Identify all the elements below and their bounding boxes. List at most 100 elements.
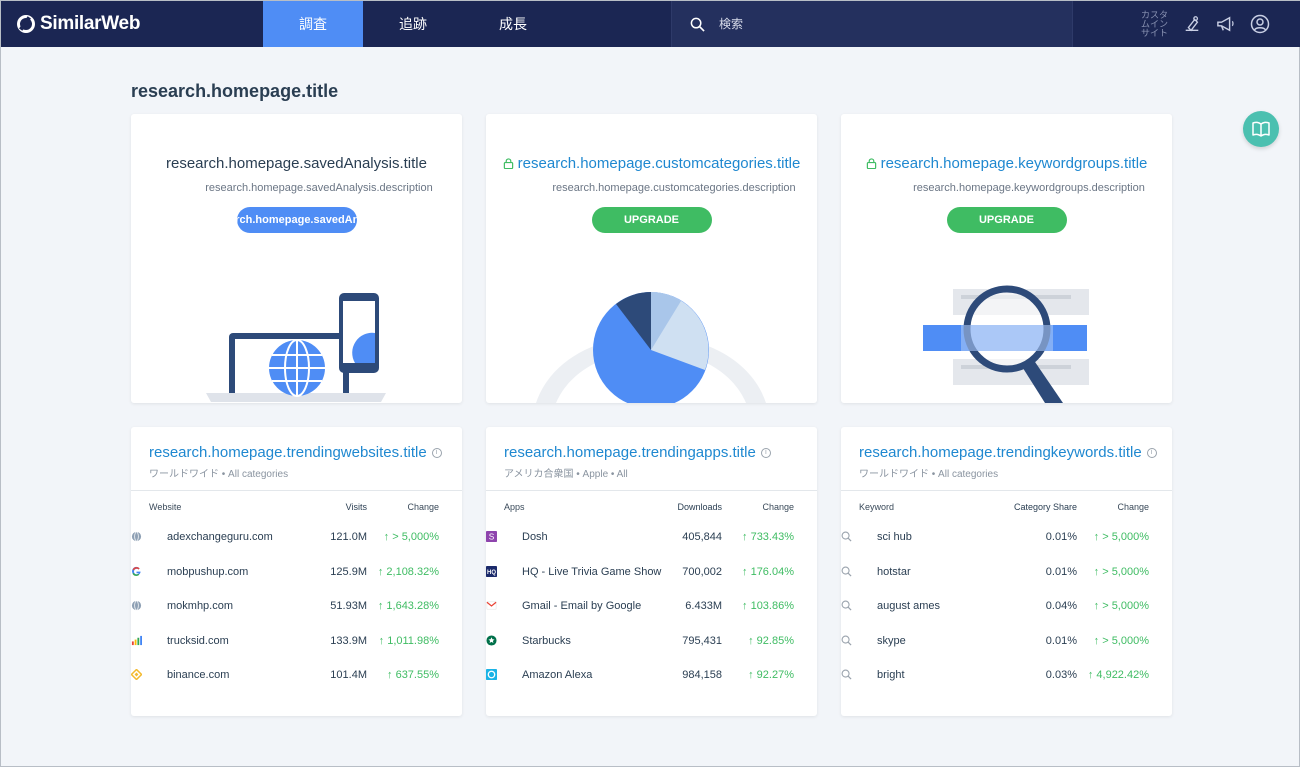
row-value: 0.01%	[1045, 566, 1077, 578]
table-row[interactable]: skype 0.01% ↑ > 5,000%	[841, 635, 1172, 655]
search-icon	[841, 566, 852, 577]
dosh-icon: S	[486, 531, 497, 542]
row-name[interactable]: mobpushup.com	[167, 566, 249, 578]
row-name[interactable]: hotstar	[877, 566, 911, 578]
trending-apps-title[interactable]: research.homepage.trendingapps.title	[504, 444, 756, 461]
row-change: ↑ 1,643.28%	[377, 600, 439, 612]
custom-insight-icon[interactable]	[1175, 1, 1209, 47]
header-downloads: Downloads	[677, 502, 722, 512]
table-row[interactable]: binance.com 101.4M ↑ 637.55%	[131, 668, 462, 689]
user-account-icon[interactable]	[1243, 1, 1277, 47]
row-change: ↑ 92.27%	[748, 669, 794, 681]
custom-categories-description: research.homepage.customcategories.descr…	[552, 182, 796, 194]
row-value: 0.04%	[1045, 600, 1077, 612]
row-name[interactable]: adexchangeguru.com	[167, 531, 273, 543]
keyword-groups-title[interactable]: research.homepage.keywordgroups.title	[880, 155, 1148, 172]
tab-research[interactable]: 調査	[263, 1, 363, 47]
custom-categories-upgrade-button[interactable]: UPGRADE	[591, 207, 712, 233]
row-value: 0.01%	[1045, 635, 1077, 647]
row-change: ↑ 733.43%	[742, 531, 794, 543]
header-keyword: Keyword	[859, 502, 895, 512]
table-row[interactable]: Starbucks 795,431 ↑ 92.85%	[486, 635, 817, 655]
row-name[interactable]: Gmail - Email by Google	[522, 600, 642, 612]
custom-categories-title[interactable]: research.homepage.customcategories.title	[517, 155, 801, 172]
table-row[interactable]: S Dosh 405,844 ↑ 733.43%	[486, 531, 817, 551]
table-row[interactable]: hotstar 0.01% ↑ > 5,000%	[841, 566, 1172, 586]
row-name[interactable]: mokmhp.com	[167, 600, 234, 612]
table-row[interactable]: Amazon Alexa 984,158 ↑ 92.27%	[486, 669, 817, 689]
row-value: 125.9M	[330, 566, 367, 578]
table-row[interactable]: august ames 0.04% ↑ > 5,000%	[841, 600, 1172, 620]
header-change: Change	[1117, 502, 1149, 512]
book-icon	[1252, 121, 1270, 137]
keyword-groups-upgrade-button[interactable]: UPGRADE	[946, 207, 1067, 233]
trending-keywords-card: research.homepage.trendingkeywords.title…	[841, 427, 1172, 716]
table-row[interactable]: sci hub 0.01% ↑ > 5,000%	[841, 531, 1172, 551]
search-icon	[841, 669, 852, 680]
row-value: 101.4M	[330, 669, 367, 681]
similarweb-logo-icon	[17, 15, 35, 33]
row-name[interactable]: bright	[877, 669, 905, 681]
similarweb-logo[interactable]: SimilarWeb	[1, 1, 263, 47]
trending-websites-title[interactable]: research.homepage.trendingwebsites.title	[149, 444, 427, 461]
keyword-groups-description: research.homepage.keywordgroups.descript…	[913, 182, 1145, 194]
header-category-share: Category Share	[1013, 502, 1077, 512]
row-value: 405,844	[682, 531, 722, 543]
tab-track[interactable]: 追跡	[399, 16, 427, 32]
starbucks-icon	[486, 635, 497, 646]
saved-analysis-card: research.homepage.savedAnalysis.title re…	[131, 114, 462, 403]
info-icon[interactable]: i	[760, 447, 771, 458]
devices-illustration	[206, 293, 386, 402]
saved-analysis-button[interactable]: research.homepage.savedAnalysis.s	[236, 207, 357, 233]
keyword-groups-card: research.homepage.keywordgroups.title re…	[841, 114, 1172, 403]
search-icon	[841, 635, 852, 646]
table-row[interactable]: trucksid.com 133.9M ↑ 1,011.98%	[131, 635, 462, 655]
row-change: ↑ > 5,000%	[1093, 600, 1149, 612]
help-guide-button[interactable]	[1243, 111, 1279, 147]
custom-insight-label[interactable]: カスタムインサイト	[1141, 9, 1169, 38]
search-icon	[841, 600, 852, 611]
search-bar[interactable]	[671, 1, 1073, 47]
row-name[interactable]: sci hub	[877, 531, 912, 543]
header-change: Change	[407, 502, 439, 512]
row-value: 133.9M	[330, 635, 367, 647]
info-icon[interactable]: i	[431, 447, 442, 458]
row-name[interactable]: Starbucks	[522, 635, 571, 647]
row-change: ↑ > 5,000%	[383, 531, 439, 543]
info-icon[interactable]: i	[1146, 447, 1157, 458]
table-row[interactable]: Gmail - Email by Google 6.433M ↑ 103.86%	[486, 600, 817, 620]
row-name[interactable]: binance.com	[167, 669, 230, 681]
table-row[interactable]: adexchangeguru.com 121.0M ↑ > 5,000%	[131, 531, 462, 551]
table-row[interactable]: mobpushup.com 125.9M ↑ 2,108.32%	[131, 566, 462, 586]
trending-keywords-title[interactable]: research.homepage.trendingkeywords.title	[859, 444, 1142, 461]
eye-pie-illustration	[536, 292, 766, 403]
hq-icon: HQ	[486, 566, 497, 577]
gmail-icon	[486, 601, 497, 610]
row-name[interactable]: skype	[877, 635, 906, 647]
globe-icon	[131, 600, 142, 611]
row-name[interactable]: august ames	[877, 600, 940, 612]
trending-websites-subtitle: ワールドワイド • All categories	[149, 469, 289, 480]
row-name[interactable]: trucksid.com	[167, 635, 229, 647]
trending-keywords-subtitle: ワールドワイド • All categories	[859, 469, 999, 480]
row-name[interactable]: Dosh	[522, 531, 548, 543]
header-change: Change	[762, 502, 794, 512]
table-row[interactable]: HQ HQ - Live Trivia Game Show 700,002 ↑ …	[486, 566, 817, 586]
row-value: 0.03%	[1045, 669, 1077, 681]
search-icon	[841, 531, 852, 542]
row-name[interactable]: HQ - Live Trivia Game Show	[522, 566, 662, 578]
binance-icon	[131, 668, 143, 681]
bar-chart-icon	[131, 635, 142, 646]
trending-apps-card: research.homepage.trendingapps.title i ア…	[486, 427, 817, 716]
row-change: ↑ 92.85%	[748, 635, 794, 647]
row-value: 700,002	[682, 566, 722, 578]
table-row[interactable]: mokmhp.com 51.93M ↑ 1,643.28%	[131, 600, 462, 620]
row-change: ↑ 1,011.98%	[378, 635, 439, 647]
table-row[interactable]: bright 0.03% ↑ 4,922.42%	[841, 669, 1172, 689]
globe-icon	[131, 531, 142, 542]
tab-grow[interactable]: 成長	[499, 16, 527, 32]
megaphone-icon[interactable]	[1209, 1, 1243, 47]
search-input[interactable]	[719, 17, 1049, 31]
svg-text:S: S	[489, 533, 495, 542]
row-name[interactable]: Amazon Alexa	[522, 669, 593, 681]
